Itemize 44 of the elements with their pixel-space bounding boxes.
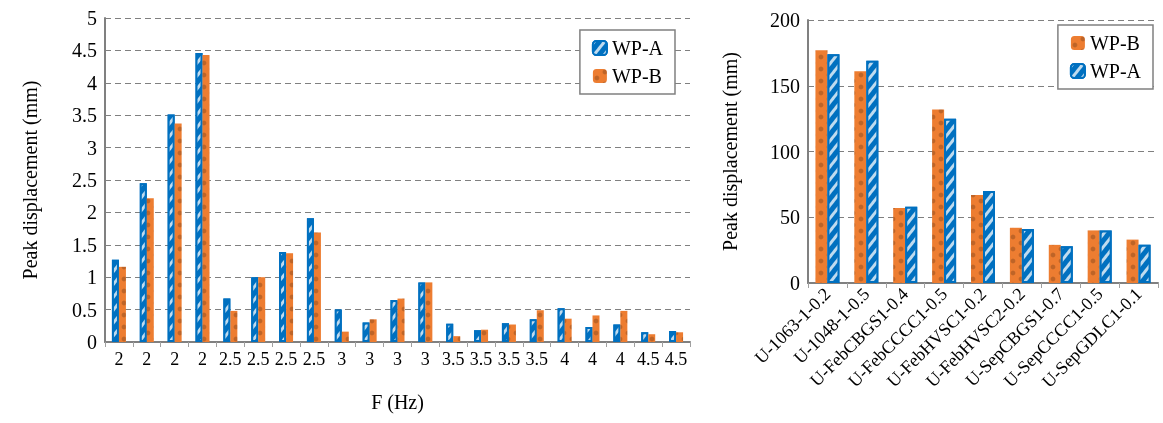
y-tick-label: 1.5 [72,233,97,256]
x-tick-label: 3 [393,349,402,369]
x-tick-label: 2 [170,349,180,369]
legend-label: WP-B [611,65,662,87]
x-tick-label: 2.5 [219,349,242,369]
x-tick-label: 3 [365,349,375,369]
x-axis-title: F (Hz) [371,391,424,414]
y-axis-title: Peak displacement (mm) [19,80,42,280]
y-tick-label: 0 [87,331,97,353]
y-tick-label: 2.5 [72,169,97,191]
y-axis-title: Peak displacement (mm) [719,52,742,251]
x-tick-label: 2.5 [274,349,298,369]
y-tick-label: 0 [790,272,800,294]
y-tick-label: 200 [770,9,800,31]
x-tick-label: 4 [615,349,625,369]
x-tick-label: 3.5 [497,349,521,369]
legend-label: WP-A [1089,60,1142,82]
y-tick-label: 150 [770,74,800,97]
x-tick-label: 3.5 [441,349,465,369]
y-tick-label: 50 [780,206,800,229]
x-tick-label: 4.5 [664,349,688,369]
y-tick-label: 4 [87,71,97,94]
legend-label: WP-A [611,37,664,59]
y-tick-label: 1 [87,266,97,289]
y-tick-label: 100 [770,140,800,163]
legend-label: WP-B [1089,32,1140,54]
y-tick-label: 5 [87,7,97,29]
x-tick-label: 2 [142,349,152,369]
x-tick-label: 2.5 [246,349,270,369]
x-tick-label: 2 [198,349,207,369]
y-tick-label: 4.5 [72,39,97,62]
x-tick-label: 3 [337,349,347,369]
y-tick-label: 2 [87,201,97,224]
y-tick-label: 3 [87,136,97,159]
x-tick-label: 4.5 [636,349,660,369]
x-tick-label: 4 [560,349,570,369]
x-tick-label: 4 [588,349,597,369]
y-tick-label: 3.5 [72,104,97,127]
x-tick-label: 3.5 [525,349,549,369]
y-tick-label: 0.5 [72,298,97,321]
x-tick-label: 2 [114,349,124,369]
x-tick-label: 2.5 [302,349,326,369]
x-tick-label: 3 [420,349,430,369]
x-tick-label: 3.5 [469,349,493,369]
